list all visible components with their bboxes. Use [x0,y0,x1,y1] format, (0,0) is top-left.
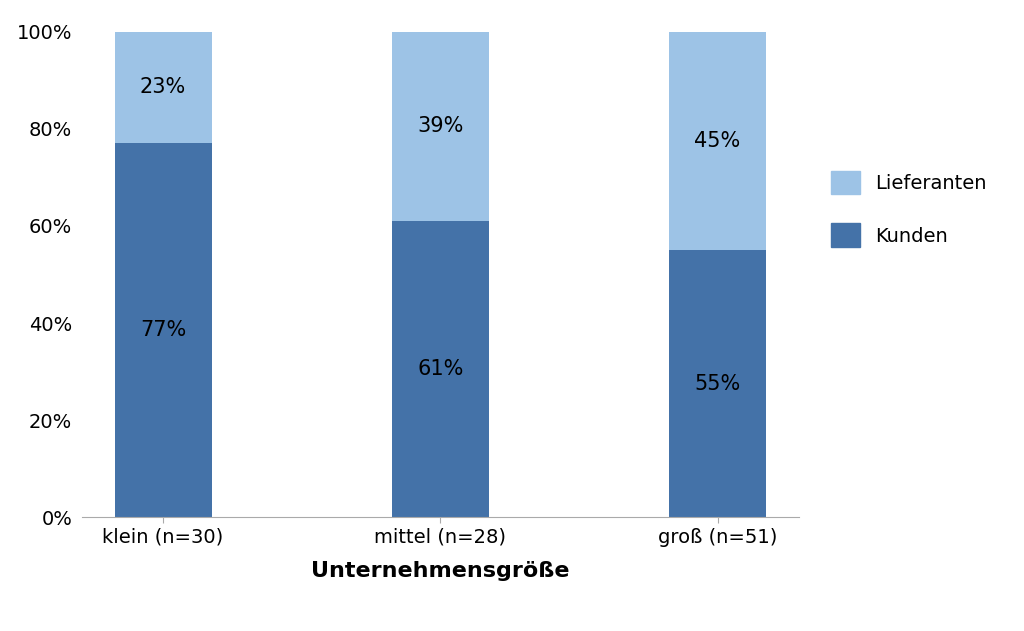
Bar [115,143,212,517]
Text: 39%: 39% [417,116,464,136]
Legend: Lieferanten, Kunden: Lieferanten, Kunden [822,163,994,255]
Text: 23%: 23% [140,78,186,97]
Text: 77%: 77% [140,321,186,340]
Text: 45%: 45% [694,131,740,151]
Bar [115,32,212,143]
Text: 61%: 61% [417,359,464,379]
Text: 55%: 55% [694,374,740,394]
X-axis label: Unternehmensgröße: Unternehmensgröße [311,561,569,581]
Bar [669,32,766,250]
Bar [392,221,488,517]
Bar [392,32,488,221]
Bar [669,250,766,517]
